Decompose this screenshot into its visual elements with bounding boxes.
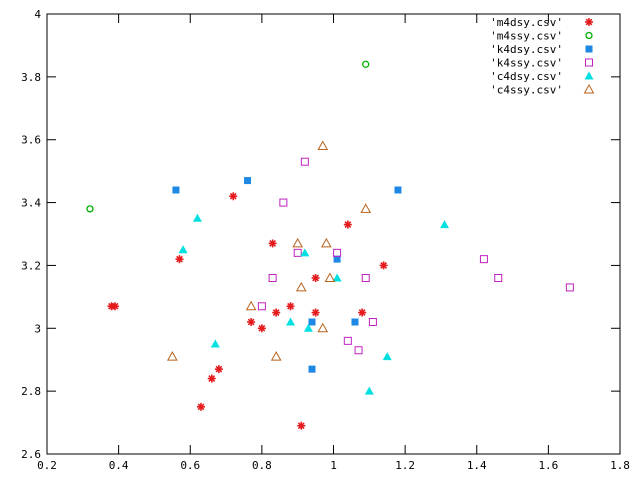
data-point — [207, 374, 216, 383]
y-tick-label: 3.6 — [21, 134, 41, 147]
data-point — [214, 365, 223, 374]
data-point — [368, 318, 377, 326]
data-point — [362, 60, 370, 68]
x-tick-label: 0.4 — [109, 459, 129, 472]
x-tick-label: 1.2 — [395, 459, 415, 472]
data-point — [361, 274, 370, 282]
data-point — [268, 274, 277, 282]
data-point — [360, 203, 372, 213]
legend-marker — [585, 58, 593, 67]
data-point — [297, 421, 306, 430]
data-point — [295, 281, 307, 292]
data-point — [300, 157, 309, 166]
data-point — [272, 308, 281, 317]
data-point — [257, 324, 266, 333]
data-point — [351, 318, 359, 326]
data-point — [308, 318, 316, 326]
data-point — [196, 402, 205, 411]
data-point — [311, 308, 320, 317]
data-point — [245, 300, 257, 311]
legend-label: 'k4ssy.csv' — [490, 57, 563, 70]
data-point — [479, 255, 488, 264]
data-point — [333, 255, 341, 263]
legend-marker — [585, 31, 593, 40]
data-point — [308, 365, 316, 373]
series-4 — [178, 213, 450, 395]
x-tick-label: 0.8 — [252, 459, 272, 472]
x-tick-label: 0.2 — [37, 459, 57, 472]
series-3 — [257, 157, 574, 355]
legend-label: 'c4ssy.csv' — [490, 84, 563, 97]
data-point — [279, 198, 288, 207]
x-tick-label: 1 — [330, 459, 337, 472]
legend-label: 'k4dsy.csv' — [490, 43, 563, 56]
data-point — [292, 237, 304, 248]
legend-label: 'm4ssy.csv' — [490, 30, 563, 43]
data-point — [333, 248, 342, 257]
data-point — [172, 186, 180, 194]
data-point — [343, 220, 352, 229]
data-point — [247, 318, 256, 326]
y-tick-label: 3.4 — [21, 197, 41, 210]
data-point — [268, 239, 277, 248]
legend-label: 'm4dsy.csv' — [490, 16, 563, 29]
legend-marker — [585, 18, 593, 26]
series-0 — [107, 192, 388, 430]
axis-ticks: 0.2 0.4 0.6 0.8 1 1.2 1.4 1.6 1.8 2.6 2.8 3 3.2 3.4 3.… — [21, 8, 630, 472]
data-point — [257, 302, 266, 311]
data-point — [166, 351, 178, 361]
data-point — [300, 248, 310, 257]
data-point — [320, 237, 332, 248]
data-point — [332, 273, 342, 282]
data-points — [86, 60, 574, 430]
data-point — [311, 274, 320, 282]
x-tick-label: 1.8 — [610, 459, 630, 472]
data-point — [394, 186, 402, 194]
data-point — [440, 220, 450, 229]
data-point — [379, 261, 388, 270]
y-tick-label: 4 — [34, 8, 41, 21]
data-point — [303, 323, 313, 332]
data-point — [286, 317, 296, 326]
data-point — [343, 336, 352, 345]
data-point — [175, 255, 184, 264]
y-tick-label: 3 — [34, 322, 41, 335]
legend-marker — [583, 83, 595, 94]
y-tick-label: 3.2 — [21, 259, 41, 272]
data-point — [270, 351, 282, 361]
legend-marker — [585, 45, 593, 53]
data-point — [364, 386, 374, 395]
data-point — [86, 205, 94, 213]
data-point — [178, 245, 188, 254]
data-point — [111, 302, 120, 311]
data-point — [317, 140, 329, 150]
data-point — [565, 283, 574, 292]
data-point — [494, 274, 503, 282]
data-point — [229, 192, 238, 201]
series-5 — [166, 140, 372, 361]
y-tick-label: 2.6 — [21, 448, 41, 461]
data-point — [286, 302, 295, 311]
data-point — [354, 346, 363, 355]
legend-label: 'c4dsy.csv' — [490, 70, 563, 83]
data-point — [293, 248, 302, 257]
data-point — [244, 177, 252, 185]
x-tick-label: 1.6 — [538, 459, 558, 472]
y-tick-label: 3.8 — [21, 71, 41, 84]
data-point — [317, 322, 329, 333]
data-point — [382, 352, 392, 361]
data-point — [358, 308, 367, 317]
legend: 'm4dsy.csv''m4ssy.csv''k4dsy.csv''k4ssy.… — [490, 16, 595, 97]
x-tick-label: 1.4 — [467, 459, 487, 472]
data-point — [192, 213, 202, 222]
legend-marker — [584, 71, 594, 80]
x-tick-label: 0.6 — [180, 459, 200, 472]
data-point — [210, 339, 220, 348]
data-point — [324, 272, 336, 282]
y-tick-label: 2.8 — [21, 385, 41, 398]
series-1 — [86, 60, 370, 213]
series-2 — [172, 177, 402, 373]
